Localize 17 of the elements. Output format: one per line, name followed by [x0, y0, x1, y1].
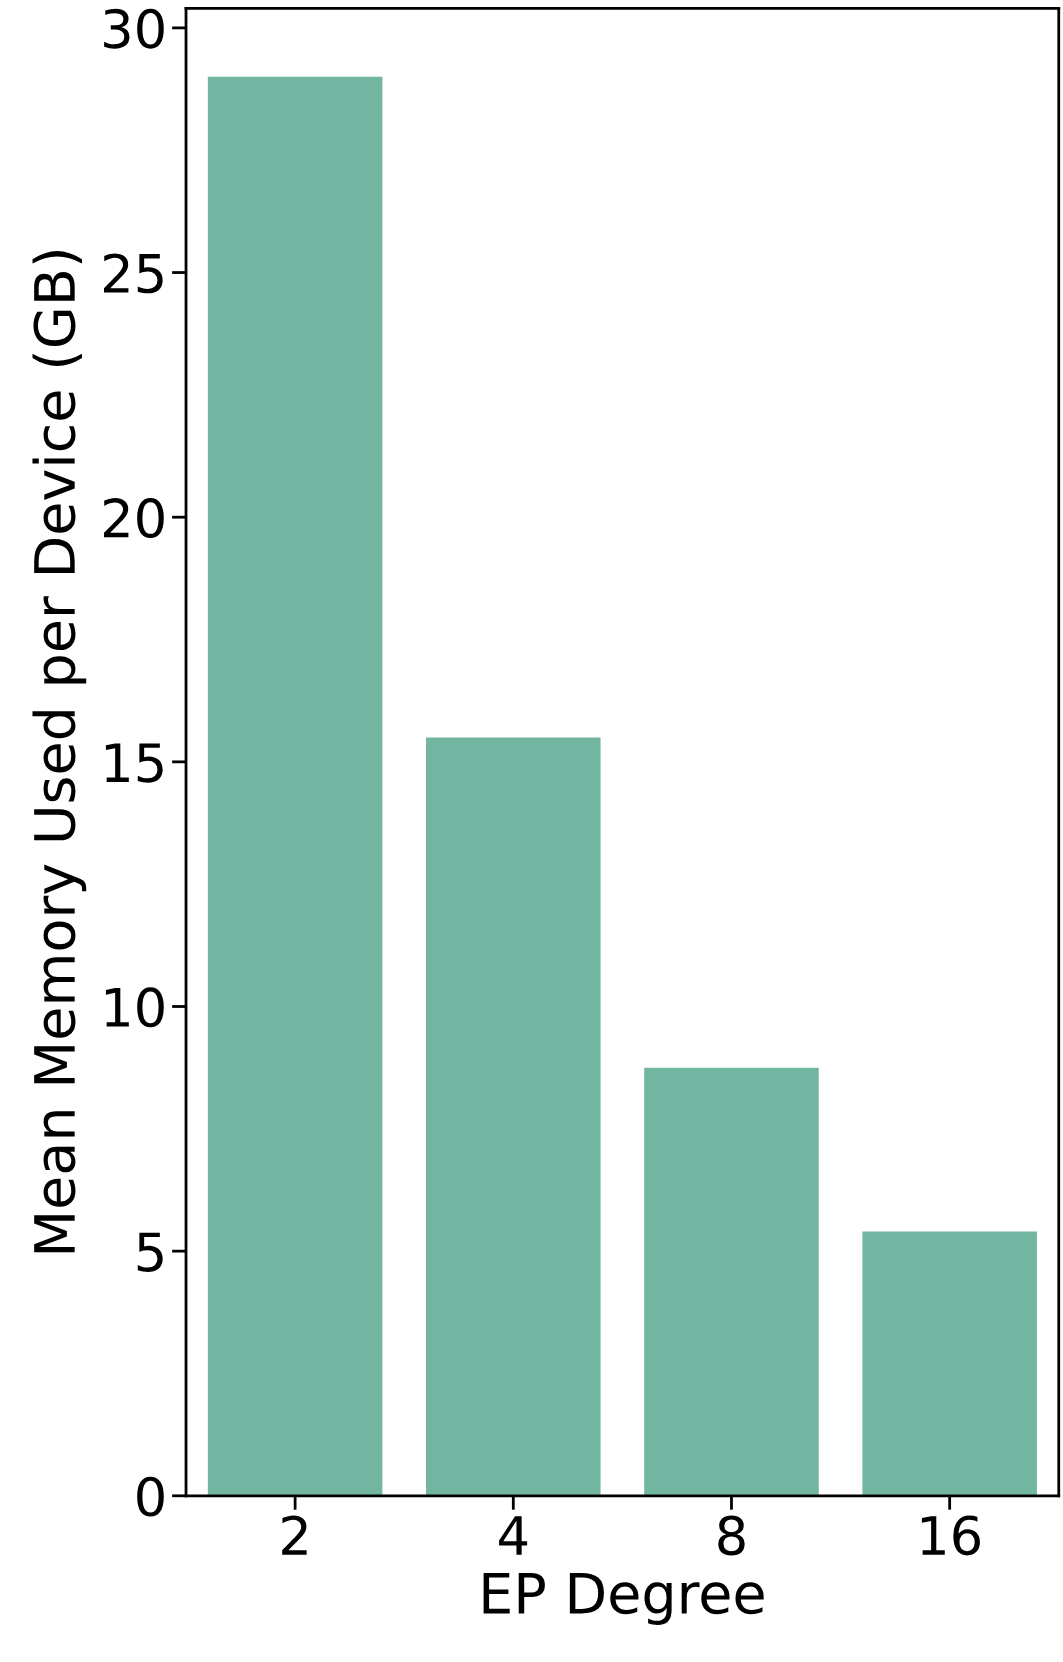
x-tick-label: 2	[282, 1515, 307, 1555]
y-tick-label: 30	[104, 8, 164, 49]
x-axis-title: EP Degree	[483, 1572, 764, 1625]
bar	[207, 76, 383, 1496]
x-tick-label: 8	[718, 1515, 745, 1556]
x-tick-label: 4	[499, 1516, 528, 1555]
y-tick-label: 15	[105, 743, 163, 783]
bar	[862, 1231, 1037, 1496]
bar	[644, 1067, 819, 1496]
y-tick-label: 5	[137, 1232, 163, 1272]
y-tick-label: 0	[137, 1476, 164, 1517]
x-tick-label: 16	[921, 1515, 980, 1556]
y-axis-title: Mean Memory Used per Device (GB)	[32, 251, 87, 1253]
y-tick-label: 10	[105, 987, 164, 1028]
y-tick-label: 20	[103, 498, 164, 538]
bar	[426, 737, 601, 1496]
y-tick-label: 25	[103, 253, 163, 294]
